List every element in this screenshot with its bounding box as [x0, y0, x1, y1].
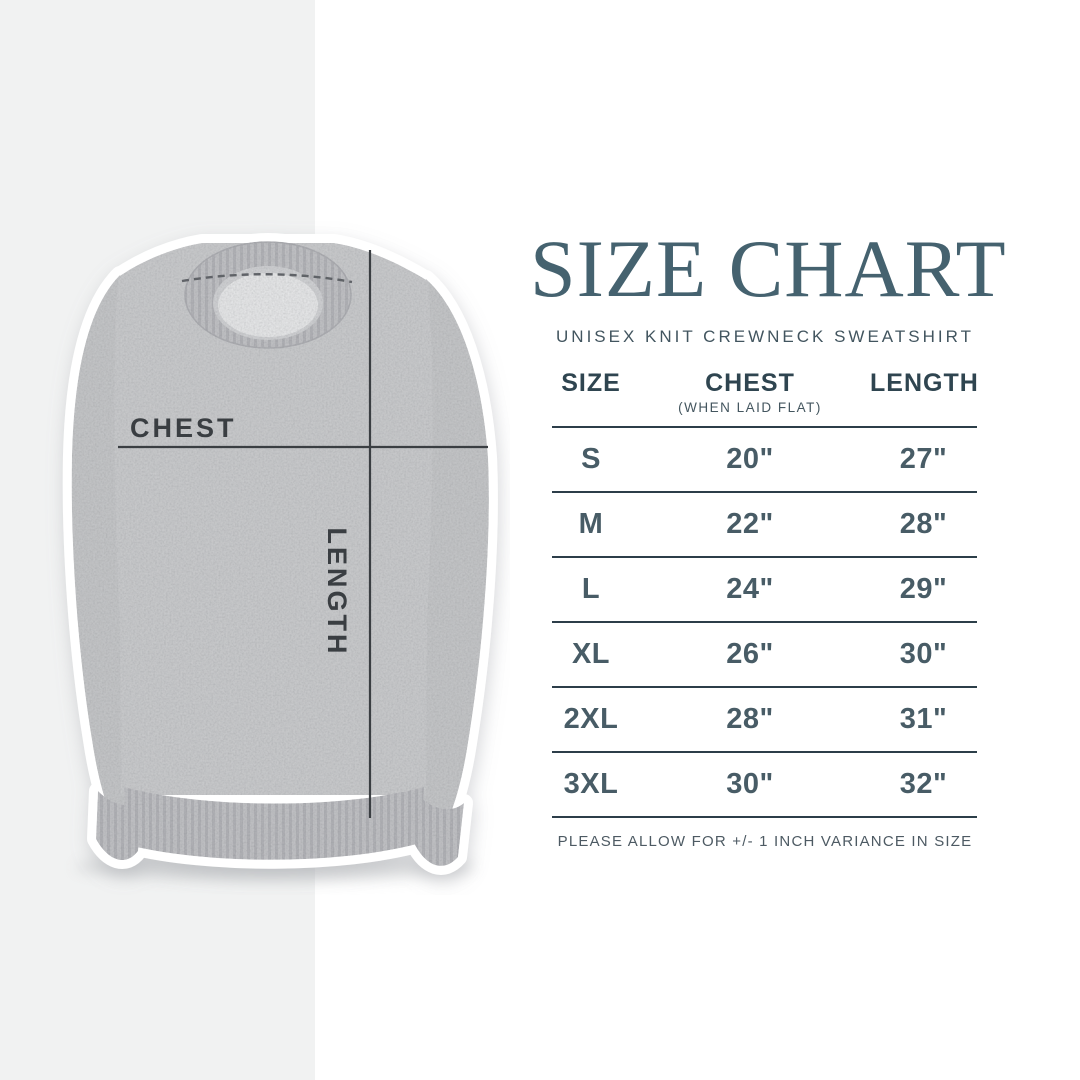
chest-label: CHEST — [130, 413, 237, 443]
size-table: SIZE CHEST (WHEN LAID FLAT) LENGTH S 20"… — [552, 368, 979, 818]
neck-stitching — [181, 273, 353, 284]
size-cell: M — [578, 508, 604, 540]
sweatshirt-diagram: CHEST LENGTH — [62, 233, 498, 881]
table-row: 2XL 28" 31" — [552, 688, 977, 753]
page-subtitle: UNISEX KNIT CREWNECK SWEATSHIRT — [556, 327, 974, 346]
variance-note: PLEASE ALLOW FOR +/- 1 INCH VARIANCE IN … — [557, 833, 973, 850]
length-cell: 31" — [899, 703, 948, 735]
chest-cell: 26" — [726, 638, 774, 670]
length-cell: 30" — [899, 638, 948, 670]
size-cell: 2XL — [563, 703, 619, 735]
hem-band — [124, 787, 424, 860]
column-header-size: SIZE — [561, 369, 621, 397]
sweatshirt — [71, 241, 489, 866]
size-chart-panel: SIZE CHART UNISEX KNIT CREWNECK SWEATSHI… — [530, 0, 1007, 1080]
chest-cell: 22" — [726, 508, 774, 540]
size-cell: S — [581, 443, 601, 475]
length-cell: 28" — [899, 508, 948, 540]
length-label: LENGTH — [322, 528, 352, 657]
collar-inside — [218, 273, 318, 337]
table-row: XL 26" 30" — [552, 623, 977, 688]
length-cell: 29" — [899, 573, 948, 605]
length-cell: 27" — [899, 443, 948, 475]
right-cuff — [414, 795, 464, 866]
column-header-chest: CHEST (WHEN LAID FLAT) — [630, 368, 870, 426]
measurement-guides: CHEST LENGTH — [118, 250, 488, 818]
table-row: M 22" 28" — [552, 493, 977, 558]
chest-cell: 30" — [726, 768, 774, 800]
table-row: S 20" 27" — [552, 428, 977, 493]
body — [114, 243, 433, 795]
chest-cell: 24" — [726, 573, 774, 605]
table-row: L 24" 29" — [552, 558, 977, 623]
chest-cell: 28" — [726, 703, 774, 735]
size-cell: 3XL — [563, 768, 619, 800]
table-row: 3XL 30" 32" — [552, 753, 977, 818]
column-header-chest-sublabel: (WHEN LAID FLAT) — [678, 400, 822, 415]
table-header-row: SIZE CHEST (WHEN LAID FLAT) LENGTH — [552, 368, 979, 428]
column-header-length: LENGTH — [870, 369, 979, 397]
page-title: SIZE CHART — [530, 223, 1007, 314]
size-cell: XL — [571, 638, 611, 670]
size-cell: L — [581, 573, 601, 605]
length-cell: 32" — [899, 768, 948, 800]
column-header-chest-label: CHEST — [705, 369, 795, 397]
chest-cell: 20" — [726, 443, 774, 475]
